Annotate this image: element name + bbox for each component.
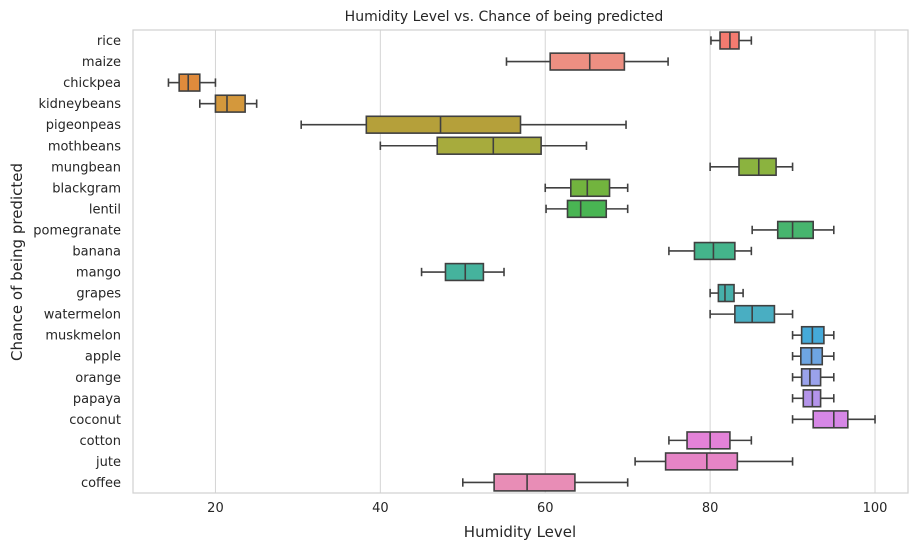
iqr-box <box>693 241 736 261</box>
iqr-box <box>664 452 739 471</box>
box-coconut <box>791 410 876 429</box>
box-pigeonpeas <box>300 115 627 134</box>
iqr-box <box>738 157 777 177</box>
y-tick-label: mango <box>76 266 121 281</box>
box-pomegranate <box>751 220 835 240</box>
plot-frame <box>132 29 909 494</box>
y-tick-label: watermelon <box>44 308 121 323</box>
y-tick-label: chickpea <box>63 76 121 91</box>
box-coffee <box>461 473 629 492</box>
box-layer <box>167 31 876 492</box>
iqr-box <box>444 262 485 282</box>
y-tick-label: mothbeans <box>48 139 121 154</box>
y-tick-label: pigeonpeas <box>46 118 122 133</box>
x-tick-label: 60 <box>537 501 554 516</box>
y-tick-label: banana <box>72 244 121 259</box>
iqr-box <box>436 136 542 155</box>
box-watermelon <box>709 304 794 324</box>
y-axis-label: Chance of being predicted <box>8 163 26 361</box>
x-tick-label: 20 <box>207 501 224 516</box>
y-tick-label: lentil <box>89 202 121 217</box>
box-mothbeans <box>379 136 588 155</box>
box-cotton <box>668 431 753 450</box>
y-tick-label: muskmelon <box>45 329 121 344</box>
iqr-box <box>493 473 576 492</box>
x-tick-label: 40 <box>372 501 389 516</box>
grid-layer <box>214 30 876 493</box>
y-tick-label: pomegranate <box>33 223 121 238</box>
y-tick-label: blackgram <box>52 181 121 196</box>
iqr-box <box>569 178 611 198</box>
y-tick-label: papaya <box>73 392 121 407</box>
y-tick-label: jute <box>95 455 121 470</box>
iqr-box <box>776 220 814 240</box>
y-tick-label: maize <box>82 55 121 70</box>
iqr-box <box>214 94 246 113</box>
box-grapes <box>709 283 744 303</box>
iqr-box <box>734 304 776 324</box>
box-banana <box>668 241 753 261</box>
y-tick-label: mungbean <box>51 160 121 175</box>
y-tick-label: kidneybeans <box>38 97 121 112</box>
y-tick-label: coffee <box>81 476 121 491</box>
x-tick-label: 100 <box>863 501 888 516</box>
iqr-box <box>717 283 735 303</box>
y-tick-label: apple <box>85 350 121 365</box>
iqr-box <box>566 199 608 219</box>
y-axis-ticks: rice maize chickpea kidneybeans pigeonpeas mo… <box>33 34 121 491</box>
box-lentil <box>545 199 629 219</box>
box-maize <box>505 52 669 71</box>
chart-title: Humidity Level vs. Chance of being predi… <box>345 9 664 25</box>
box-kidneybeans <box>198 94 258 113</box>
y-tick-label: cotton <box>80 434 122 449</box>
iqr-box <box>812 410 849 429</box>
box-muskmelon <box>791 325 835 345</box>
iqr-box <box>178 73 201 92</box>
x-axis-label: Humidity Level <box>464 523 576 541</box>
iqr-box <box>800 368 822 387</box>
box-mango <box>420 262 505 282</box>
iqr-box <box>365 115 522 134</box>
box-blackgram <box>544 178 629 198</box>
box-jute <box>634 452 794 471</box>
iqr-box <box>686 431 731 450</box>
box-rice <box>710 31 753 50</box>
iqr-box <box>549 52 626 71</box>
y-tick-label: orange <box>75 371 121 386</box>
box-apple <box>791 346 835 366</box>
x-tick-label: 80 <box>702 501 719 516</box>
box-papaya <box>791 389 835 408</box>
y-tick-label: rice <box>97 34 121 49</box>
box-chickpea <box>167 73 217 92</box>
y-tick-label: grapes <box>76 287 121 302</box>
box-mungbean <box>709 157 794 177</box>
y-tick-label: coconut <box>69 413 121 428</box>
box-orange <box>791 368 835 387</box>
x-axis-ticks: 20 40 60 80 100 <box>207 501 887 516</box>
